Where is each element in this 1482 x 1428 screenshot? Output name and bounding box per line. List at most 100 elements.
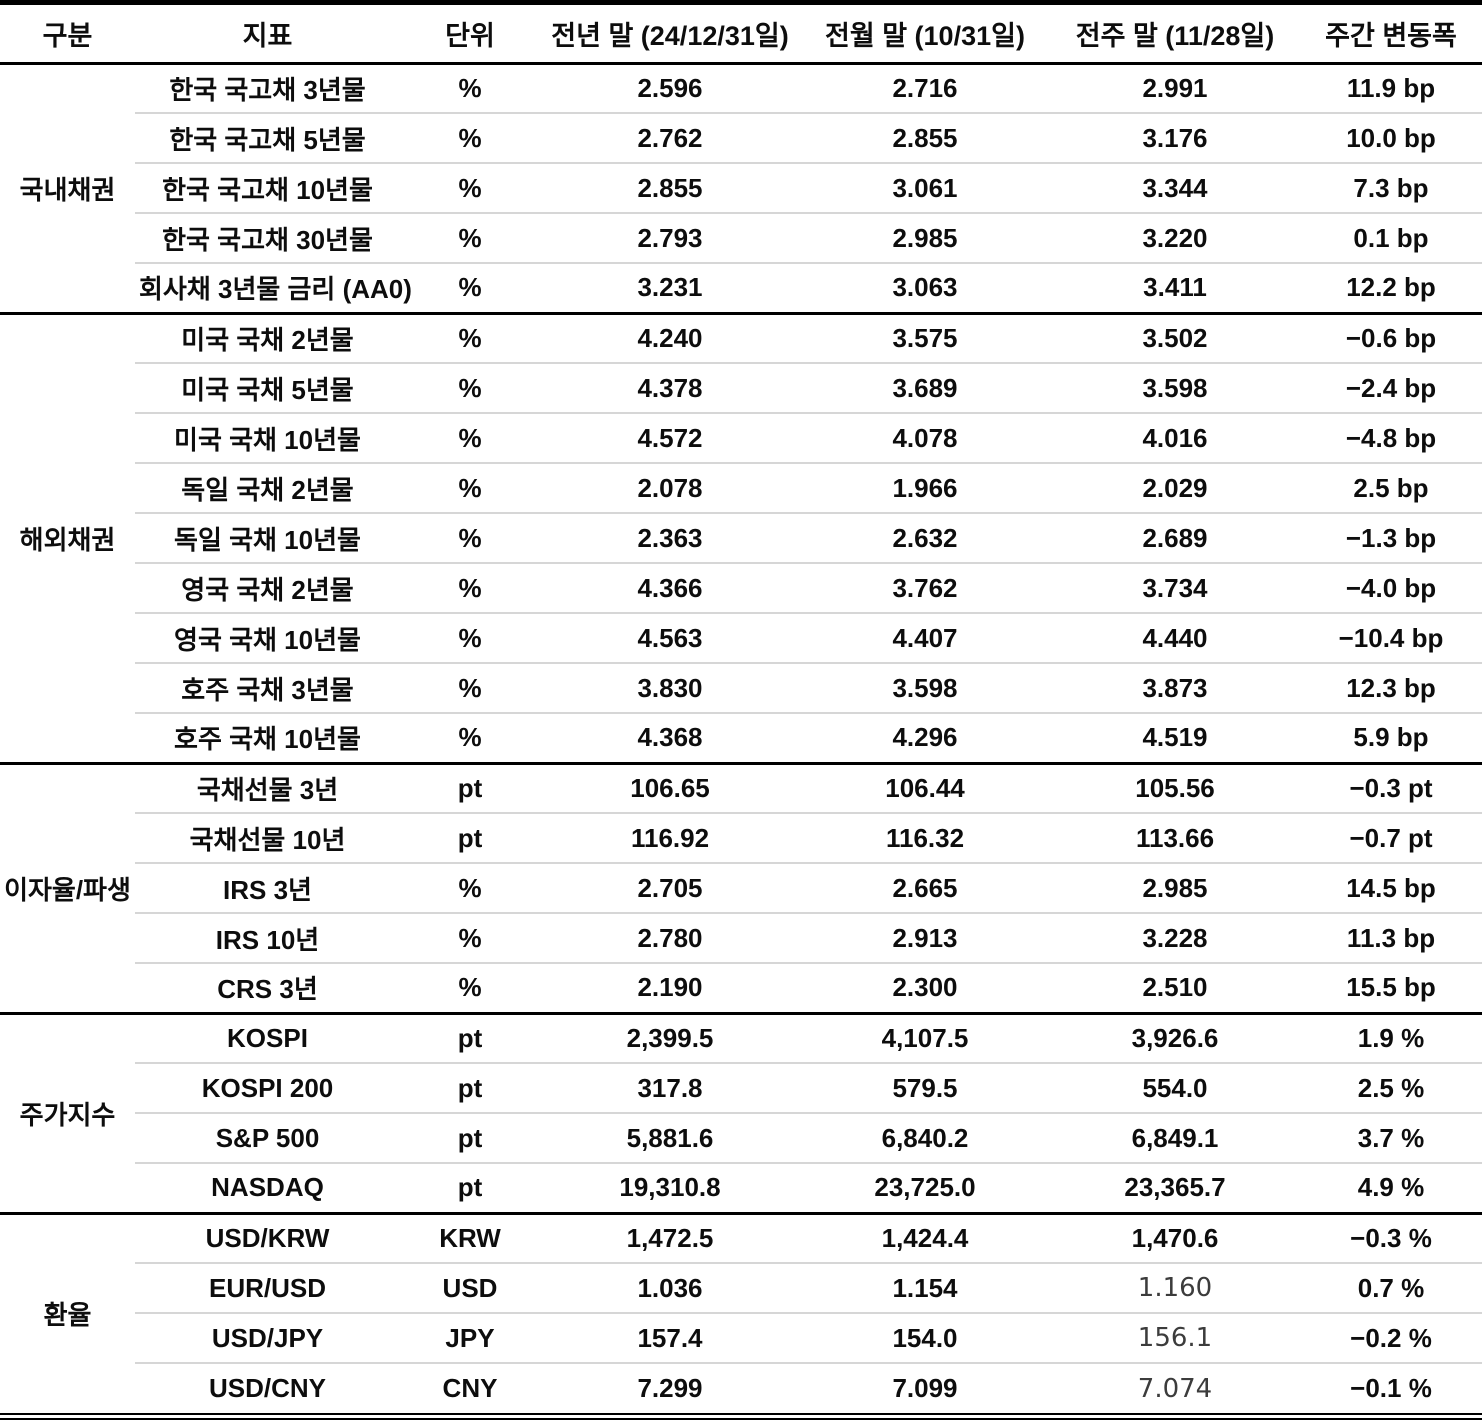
cell-prev-month: 3.598 — [800, 662, 1050, 713]
cell-weekly-change: 7.3 bp — [1300, 162, 1482, 213]
cell-prev-year: 19,310.8 — [540, 1162, 800, 1213]
cell-prev-month: 579.5 — [800, 1062, 1050, 1113]
cell-indicator: 한국 국고채 10년물 — [135, 162, 400, 213]
cell-indicator: 독일 국채 10년물 — [135, 512, 400, 563]
cell-prev-year: 2.078 — [540, 462, 800, 513]
cell-unit: pt — [400, 1011, 540, 1063]
cell-prev-week: 2.991 — [1050, 61, 1300, 113]
cell-indicator: 국채선물 3년 — [135, 761, 400, 813]
cell-weekly-change: −0.2 % — [1300, 1312, 1482, 1363]
cell-prev-year: 2.855 — [540, 162, 800, 213]
cell-prev-week: 4.519 — [1050, 712, 1300, 763]
cell-indicator: KOSPI — [135, 1011, 400, 1063]
table-row: 해외채권 미국 국채 2년물% 4.240 3.575 3.502 −0.6 bp — [0, 311, 1482, 763]
cell-prev-year: 4.572 — [540, 412, 800, 463]
cell-prev-year: 157.4 — [540, 1312, 800, 1363]
cell-weekly-change: −0.6 bp — [1300, 311, 1482, 363]
table-row: USD/CNY CNY 7.299 7.099 7.074 −0.1 % — [0, 1362, 1482, 1413]
cell-weekly-change: 12.3 bp — [1300, 662, 1482, 713]
table-row: 독일 국채 10년물% 2.363 2.632 2.689 −1.3 bp — [0, 512, 1482, 563]
cell-prev-week: 156.1 — [1050, 1312, 1300, 1363]
cell-prev-year: 4.378 — [540, 362, 800, 413]
table-row: 한국 국고채 30년물% 2.793 2.985 3.220 0.1 bp — [0, 212, 1482, 263]
cell-indicator: 한국 국고채 5년물 — [135, 112, 400, 163]
cell-indicator: S&P 500 — [135, 1112, 400, 1163]
cell-prev-week: 3.598 — [1050, 362, 1300, 413]
cell-weekly-change: −4.0 bp — [1300, 562, 1482, 613]
cell-prev-year: 116.92 — [540, 812, 800, 863]
cell-prev-week: 3.734 — [1050, 562, 1300, 613]
cell-weekly-change: 11.3 bp — [1300, 912, 1482, 963]
cell-prev-week: 3.176 — [1050, 112, 1300, 163]
cell-unit: % — [400, 412, 540, 463]
cell-prev-year: 4.563 — [540, 612, 800, 663]
cell-prev-year: 317.8 — [540, 1062, 800, 1113]
cell-unit: pt — [400, 812, 540, 863]
table-row: 이자율/파생 국채선물 3년 pt 106.65 106.44 105.56 −0.3 pt — [0, 761, 1482, 1013]
cell-indicator: 호주 국채 10년물 — [135, 712, 400, 763]
cell-indicator: USD/KRW — [135, 1211, 400, 1263]
cell-indicator: 영국 국채 2년물 — [135, 562, 400, 613]
cell-prev-week: 4.440 — [1050, 612, 1300, 663]
group-label: 환율 — [0, 1211, 135, 1413]
cell-weekly-change: −2.4 bp — [1300, 362, 1482, 413]
cell-indicator: NASDAQ — [135, 1162, 400, 1213]
table-row: 주가지수 KOSPI pt 2,399.5 4,107.5 3,926.6 1.9 % — [0, 1011, 1482, 1213]
table-row: 독일 국채 2년물% 2.078 1.966 2.029 2.5 bp — [0, 462, 1482, 513]
table-row: KOSPI 200 pt 317.8 579.5 554.0 2.5 % — [0, 1062, 1482, 1113]
cell-prev-month: 2.716 — [800, 61, 1050, 113]
table-row: 한국 국고채 10년물% 2.855 3.061 3.344 7.3 bp — [0, 162, 1482, 213]
cell-weekly-change: 4.9 % — [1300, 1162, 1482, 1213]
cell-unit: % — [400, 562, 540, 613]
table-row: S&P 500 pt 5,881.6 6,840.2 6,849.1 3.7 % — [0, 1112, 1482, 1163]
cell-prev-month: 23,725.0 — [800, 1162, 1050, 1213]
table-row: 환율 USD/KRW KRW 1,472.5 1,424.4 1,470.6 −0.3 % — [0, 1211, 1482, 1413]
cell-unit: CNY — [400, 1362, 540, 1413]
cell-prev-week: 6,849.1 — [1050, 1112, 1300, 1163]
cell-weekly-change: 5.9 bp — [1300, 712, 1482, 763]
column-header-weekly-change: 주간 변동폭 — [1300, 5, 1482, 65]
cell-weekly-change: −0.3 pt — [1300, 761, 1482, 813]
cell-weekly-change: −0.3 % — [1300, 1211, 1482, 1263]
group-label: 이자율/파생 — [0, 761, 135, 1013]
cell-indicator: KOSPI 200 — [135, 1062, 400, 1113]
cell-indicator: 독일 국채 2년물 — [135, 462, 400, 513]
cell-unit: % — [400, 662, 540, 713]
cell-prev-week: 3.220 — [1050, 212, 1300, 263]
table-row: 영국 국채 2년물% 4.366 3.762 3.734 −4.0 bp — [0, 562, 1482, 613]
column-header-prev-year-end: 전년 말 (24/12/31일) — [540, 5, 800, 65]
cell-prev-year: 2.190 — [540, 962, 800, 1013]
cell-prev-week: 3.228 — [1050, 912, 1300, 963]
cell-prev-month: 4.078 — [800, 412, 1050, 463]
cell-unit: % — [400, 912, 540, 963]
cell-prev-year: 5,881.6 — [540, 1112, 800, 1163]
cell-prev-year: 106.65 — [540, 761, 800, 813]
table-row: IRS 3년% 2.705 2.665 2.985 14.5 bp — [0, 862, 1482, 913]
column-header-category: 구분 — [0, 5, 135, 65]
cell-prev-week: 113.66 — [1050, 812, 1300, 863]
table-row: 미국 국채 5년물% 4.378 3.689 3.598 −2.4 bp — [0, 362, 1482, 413]
cell-prev-month: 1,424.4 — [800, 1211, 1050, 1263]
group-label: 해외채권 — [0, 311, 135, 763]
cell-indicator: EUR/USD — [135, 1262, 400, 1313]
cell-weekly-change: −10.4 bp — [1300, 612, 1482, 663]
cell-weekly-change: 11.9 bp — [1300, 61, 1482, 113]
cell-prev-year: 1,472.5 — [540, 1211, 800, 1263]
cell-unit: pt — [400, 1112, 540, 1163]
cell-indicator: 미국 국채 2년물 — [135, 311, 400, 363]
cell-prev-week: 3.873 — [1050, 662, 1300, 713]
column-header-indicator: 지표 — [135, 5, 400, 65]
cell-unit: pt — [400, 1162, 540, 1213]
cell-prev-week: 1.160 — [1050, 1262, 1300, 1313]
column-header-prev-week-end: 전주 말 (11/28일) — [1050, 5, 1300, 65]
cell-prev-month: 154.0 — [800, 1312, 1050, 1363]
cell-unit: % — [400, 311, 540, 363]
cell-weekly-change: 12.2 bp — [1300, 262, 1482, 313]
table-row: 호주 국채 3년물% 3.830 3.598 3.873 12.3 bp — [0, 662, 1482, 713]
cell-unit: % — [400, 612, 540, 663]
table-row: CRS 3년% 2.190 2.300 2.510 15.5 bp — [0, 962, 1482, 1013]
cell-weekly-change: 15.5 bp — [1300, 962, 1482, 1013]
cell-weekly-change: −0.7 pt — [1300, 812, 1482, 863]
cell-prev-year: 4.240 — [540, 311, 800, 363]
